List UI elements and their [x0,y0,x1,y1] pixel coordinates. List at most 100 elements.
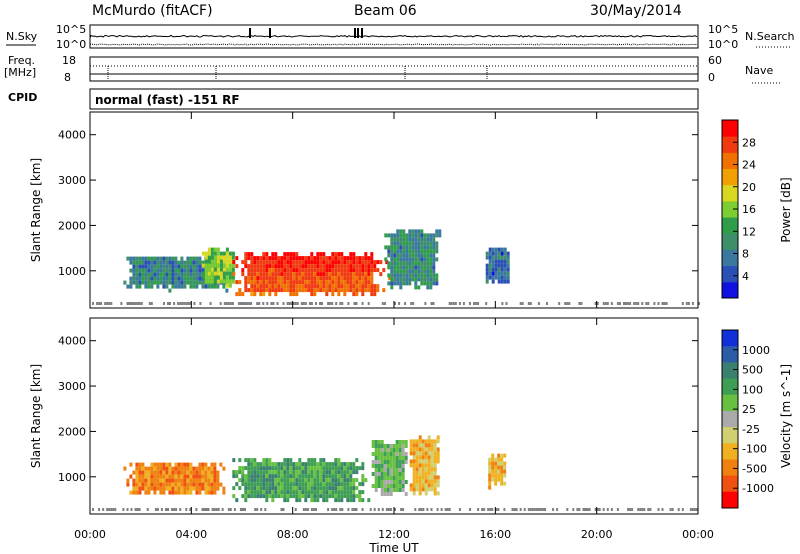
nsky-label: N.Sky [6,30,38,43]
velocity-data-layer [92,435,698,511]
power-colorbar-label: Power [dB] [779,177,793,242]
nsearch-tick-low: 10^0 [708,38,738,51]
x-tick-labels: 00:00 04:00 08:00 12:00 16:00 20:00 00:00 [74,528,714,541]
colorbar-swatch [722,120,738,137]
colorbar-swatch [722,362,738,380]
scatter-region [232,458,371,503]
y-tick-label: 1000 [58,471,86,484]
x-tick-label: 20:00 [581,528,613,541]
freq-tick-low: 8 [64,71,71,84]
colorbar-tick-label: 25 [742,403,756,416]
x-tick-label: 04:00 [175,528,207,541]
x-tick-label: 16:00 [479,528,511,541]
colorbar-tick-label: 16 [742,203,756,216]
nsearch-tick-high: 10^5 [708,23,738,36]
freq-unit: [MHz] [4,66,36,79]
colorbar-swatch [722,217,738,234]
x-tick-label: 08:00 [277,528,309,541]
velocity-colorbar-label: Velocity [m s^-1] [779,364,793,468]
power-axes: 1000 2000 3000 4000 [58,112,699,308]
cpid-label: CPID [8,91,37,104]
freq-strip [90,65,698,80]
x-tick-label: 00:00 [74,528,106,541]
station-title: McMurdo (fitACF) [92,3,213,19]
colorbar-swatch [722,152,738,170]
colorbar-swatch [722,168,738,186]
colorbar-tick-label: 12 [742,225,756,238]
colorbar-tick-label: -100 [742,443,767,456]
colorbar-tick-label: 28 [742,136,756,149]
x-tick-label: 12:00 [378,528,410,541]
colorbar-swatch [722,410,738,428]
nave-tick-low: 0 [708,71,715,84]
freq-strip-frame [89,56,699,82]
y-tick-label: 3000 [58,380,86,393]
nave-tick-high: 60 [708,54,722,67]
cpid-text: normal (fast) -151 RF [95,93,240,107]
ground-scatter [92,508,698,511]
y-tick-label: 4000 [58,335,86,348]
colorbar-swatch [722,491,738,509]
colorbar-swatch [722,346,738,363]
colorbar-swatch [722,249,738,267]
date-title: 30/May/2014 [590,3,682,19]
velocity-panel: 1000 2000 3000 4000 Slant Range [km] 1000 50… [29,317,793,515]
scatter-region [488,453,507,490]
colorbar-swatch [722,394,738,412]
nsky-tick-low: 10^0 [56,38,86,51]
colorbar-tick-label: -25 [742,423,760,436]
colorbar-swatch [722,427,738,444]
y-tick-label: 4000 [58,129,86,142]
scatter-region [409,435,440,496]
x-tick-label: 00:00 [682,528,714,541]
nsearch-trace [89,43,698,46]
y-tick-label: 2000 [58,425,86,438]
cpid-strip-frame [89,88,699,110]
colorbar-swatch [722,281,738,299]
nsearch-label: N.Search [745,30,795,43]
noise-strip [89,28,698,46]
power-panel: 1000 2000 3000 4000 Slant Range [km] 4 8 12 16… [29,111,793,309]
y-tick-label: 1000 [58,265,86,278]
colorbar-tick-label: 4 [742,270,749,283]
colorbar-swatch [722,443,738,460]
scatter-region [123,462,226,495]
colorbar-frame [721,329,739,509]
scatter-region [485,247,510,284]
colorbar-tick-label: -1000 [742,482,774,495]
colorbar-swatch [722,330,738,347]
colorbar-tick-label: 20 [742,181,756,194]
colorbar-tick-label: 1000 [742,344,770,357]
colorbar-tick-label: 8 [742,248,749,261]
y-tick-label: 3000 [58,174,86,187]
colorbar-swatch [722,136,738,153]
colorbar-tick-label: -500 [742,462,767,475]
velocity-axes: 1000 2000 3000 4000 [58,318,699,514]
freq-label: Freq. [8,54,35,67]
colorbar-tick-label: 100 [742,383,763,396]
y-tick-label: 2000 [58,219,86,232]
scatter-region [371,440,408,496]
colorbar-swatch [722,233,738,250]
power-y-axis-label: Slant Range [km] [29,158,43,262]
power-colorbar: 4 8 12 16 20 24 28 [721,119,756,299]
scatter-region [232,252,392,297]
velocity-y-axis-label: Slant Range [km] [29,364,43,468]
nave-label: Nave [745,64,773,77]
nsky-tick-high: 10^5 [56,23,86,36]
colorbar-swatch [722,265,738,283]
colorbar-swatch [722,378,738,396]
colorbar-swatch [722,459,738,477]
noise-strip-frame [89,24,699,49]
nsky-trace [89,34,698,39]
colorbar-swatch [722,200,738,218]
power-data-layer [92,229,700,305]
colorbar-tick-label: 500 [742,364,763,377]
beam-title: Beam 06 [354,3,417,19]
colorbar-swatch [722,475,738,493]
velocity-colorbar: 1000 500 100 25 -25 -100 -500 -1000 [721,329,774,509]
colorbar-swatch [722,184,738,202]
freq-tick-high: 18 [62,54,76,67]
colorbar-tick-label: 24 [742,159,756,172]
